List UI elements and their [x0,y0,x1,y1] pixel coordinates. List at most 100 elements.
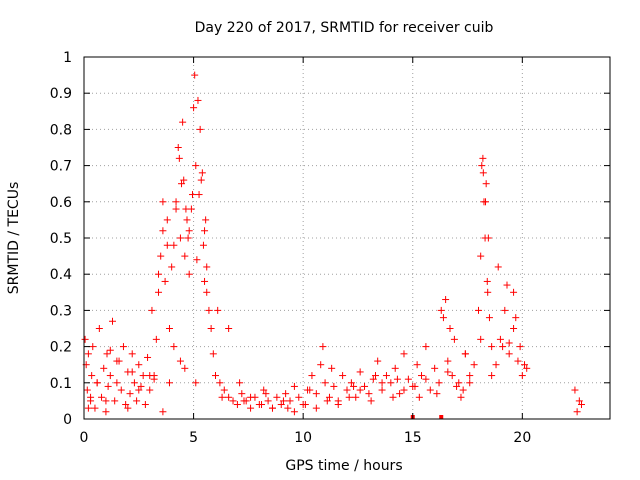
data-point [308,372,316,380]
data-point [501,306,509,314]
data-point [378,386,386,394]
data-point [505,339,513,347]
data-point [356,386,364,394]
data-point [478,162,486,170]
data-point [415,393,423,401]
data-point [422,343,430,351]
data-point [240,397,248,405]
data-point [488,343,496,351]
data-point [148,306,156,314]
data-point [345,393,353,401]
data-point [378,379,386,387]
data-point [184,234,192,242]
data-point [141,401,149,409]
data-point [514,357,522,365]
data-point [106,372,114,380]
data-point [170,241,178,249]
data-point [122,401,130,409]
data-point [168,263,176,271]
data-point [144,353,152,361]
data-point [113,357,121,365]
data-point [323,397,331,405]
data-point [130,379,138,387]
data-point [382,372,390,380]
data-point [282,390,290,398]
data-point [181,364,189,372]
x-tick-label: 20 [513,430,531,446]
data-point [356,368,364,376]
data-point [426,386,434,394]
chart-title: Day 220 of 2017, SRMTID for receiver cui… [195,20,494,36]
data-point [102,397,110,405]
data-point [482,180,490,188]
data-point [159,198,167,206]
data-point [170,343,178,351]
axis-ticks: 00.10.20.30.40.50.60.70.80.910 5 10 15 20 [50,50,610,446]
data-point [461,350,469,358]
data-point [152,335,160,343]
data-point [181,252,189,260]
data-point [503,281,511,289]
data-point [258,401,266,409]
data-point [347,379,355,387]
data-point [453,382,461,390]
data-point [104,382,112,390]
y-tick-label: 0.9 [50,86,72,102]
data-point [510,288,518,296]
data-point [176,357,184,365]
data-point [499,343,507,351]
data-point [157,252,165,260]
x-tick-label: 15 [404,430,422,446]
data-point [98,393,106,401]
baseline-marker [439,415,444,419]
data-point [431,364,439,372]
data-point [212,372,219,380]
data-point [193,256,201,264]
data-point [95,325,103,332]
data-point [185,270,193,278]
data-point [496,335,504,343]
data-point [343,386,351,394]
data-point [196,125,204,133]
data-point [203,288,211,296]
data-point [100,364,108,372]
data-point [117,386,125,394]
data-point [84,350,92,358]
data-point [225,393,233,401]
data-point [218,393,226,401]
data-point [128,368,136,376]
data-point [492,361,500,369]
data-point [207,325,215,332]
data-point [518,372,526,380]
data-point [459,386,467,394]
data-point [374,357,382,365]
data-point [91,404,99,412]
data-point [284,404,292,412]
data-point [523,364,531,372]
data-point [139,372,147,380]
data-point [233,401,241,409]
data-point [172,205,180,213]
data-point [422,375,430,383]
data-point [339,372,347,380]
data-point [418,372,426,380]
data-point [190,104,198,112]
data-point [477,335,485,343]
data-point [295,393,303,401]
data-point [273,393,281,401]
data-point [470,361,478,369]
data-point [450,335,458,343]
data-point [135,361,143,369]
data-point [365,390,373,398]
y-tick-label: 0.2 [50,340,72,356]
data-points [81,71,586,419]
data-point [485,314,493,322]
y-tick-label: 0.6 [50,195,72,211]
data-point [165,325,173,332]
data-point [87,393,95,401]
data-point [325,393,333,401]
data-point [209,350,217,358]
data-point [435,379,443,387]
data-point [466,372,474,380]
